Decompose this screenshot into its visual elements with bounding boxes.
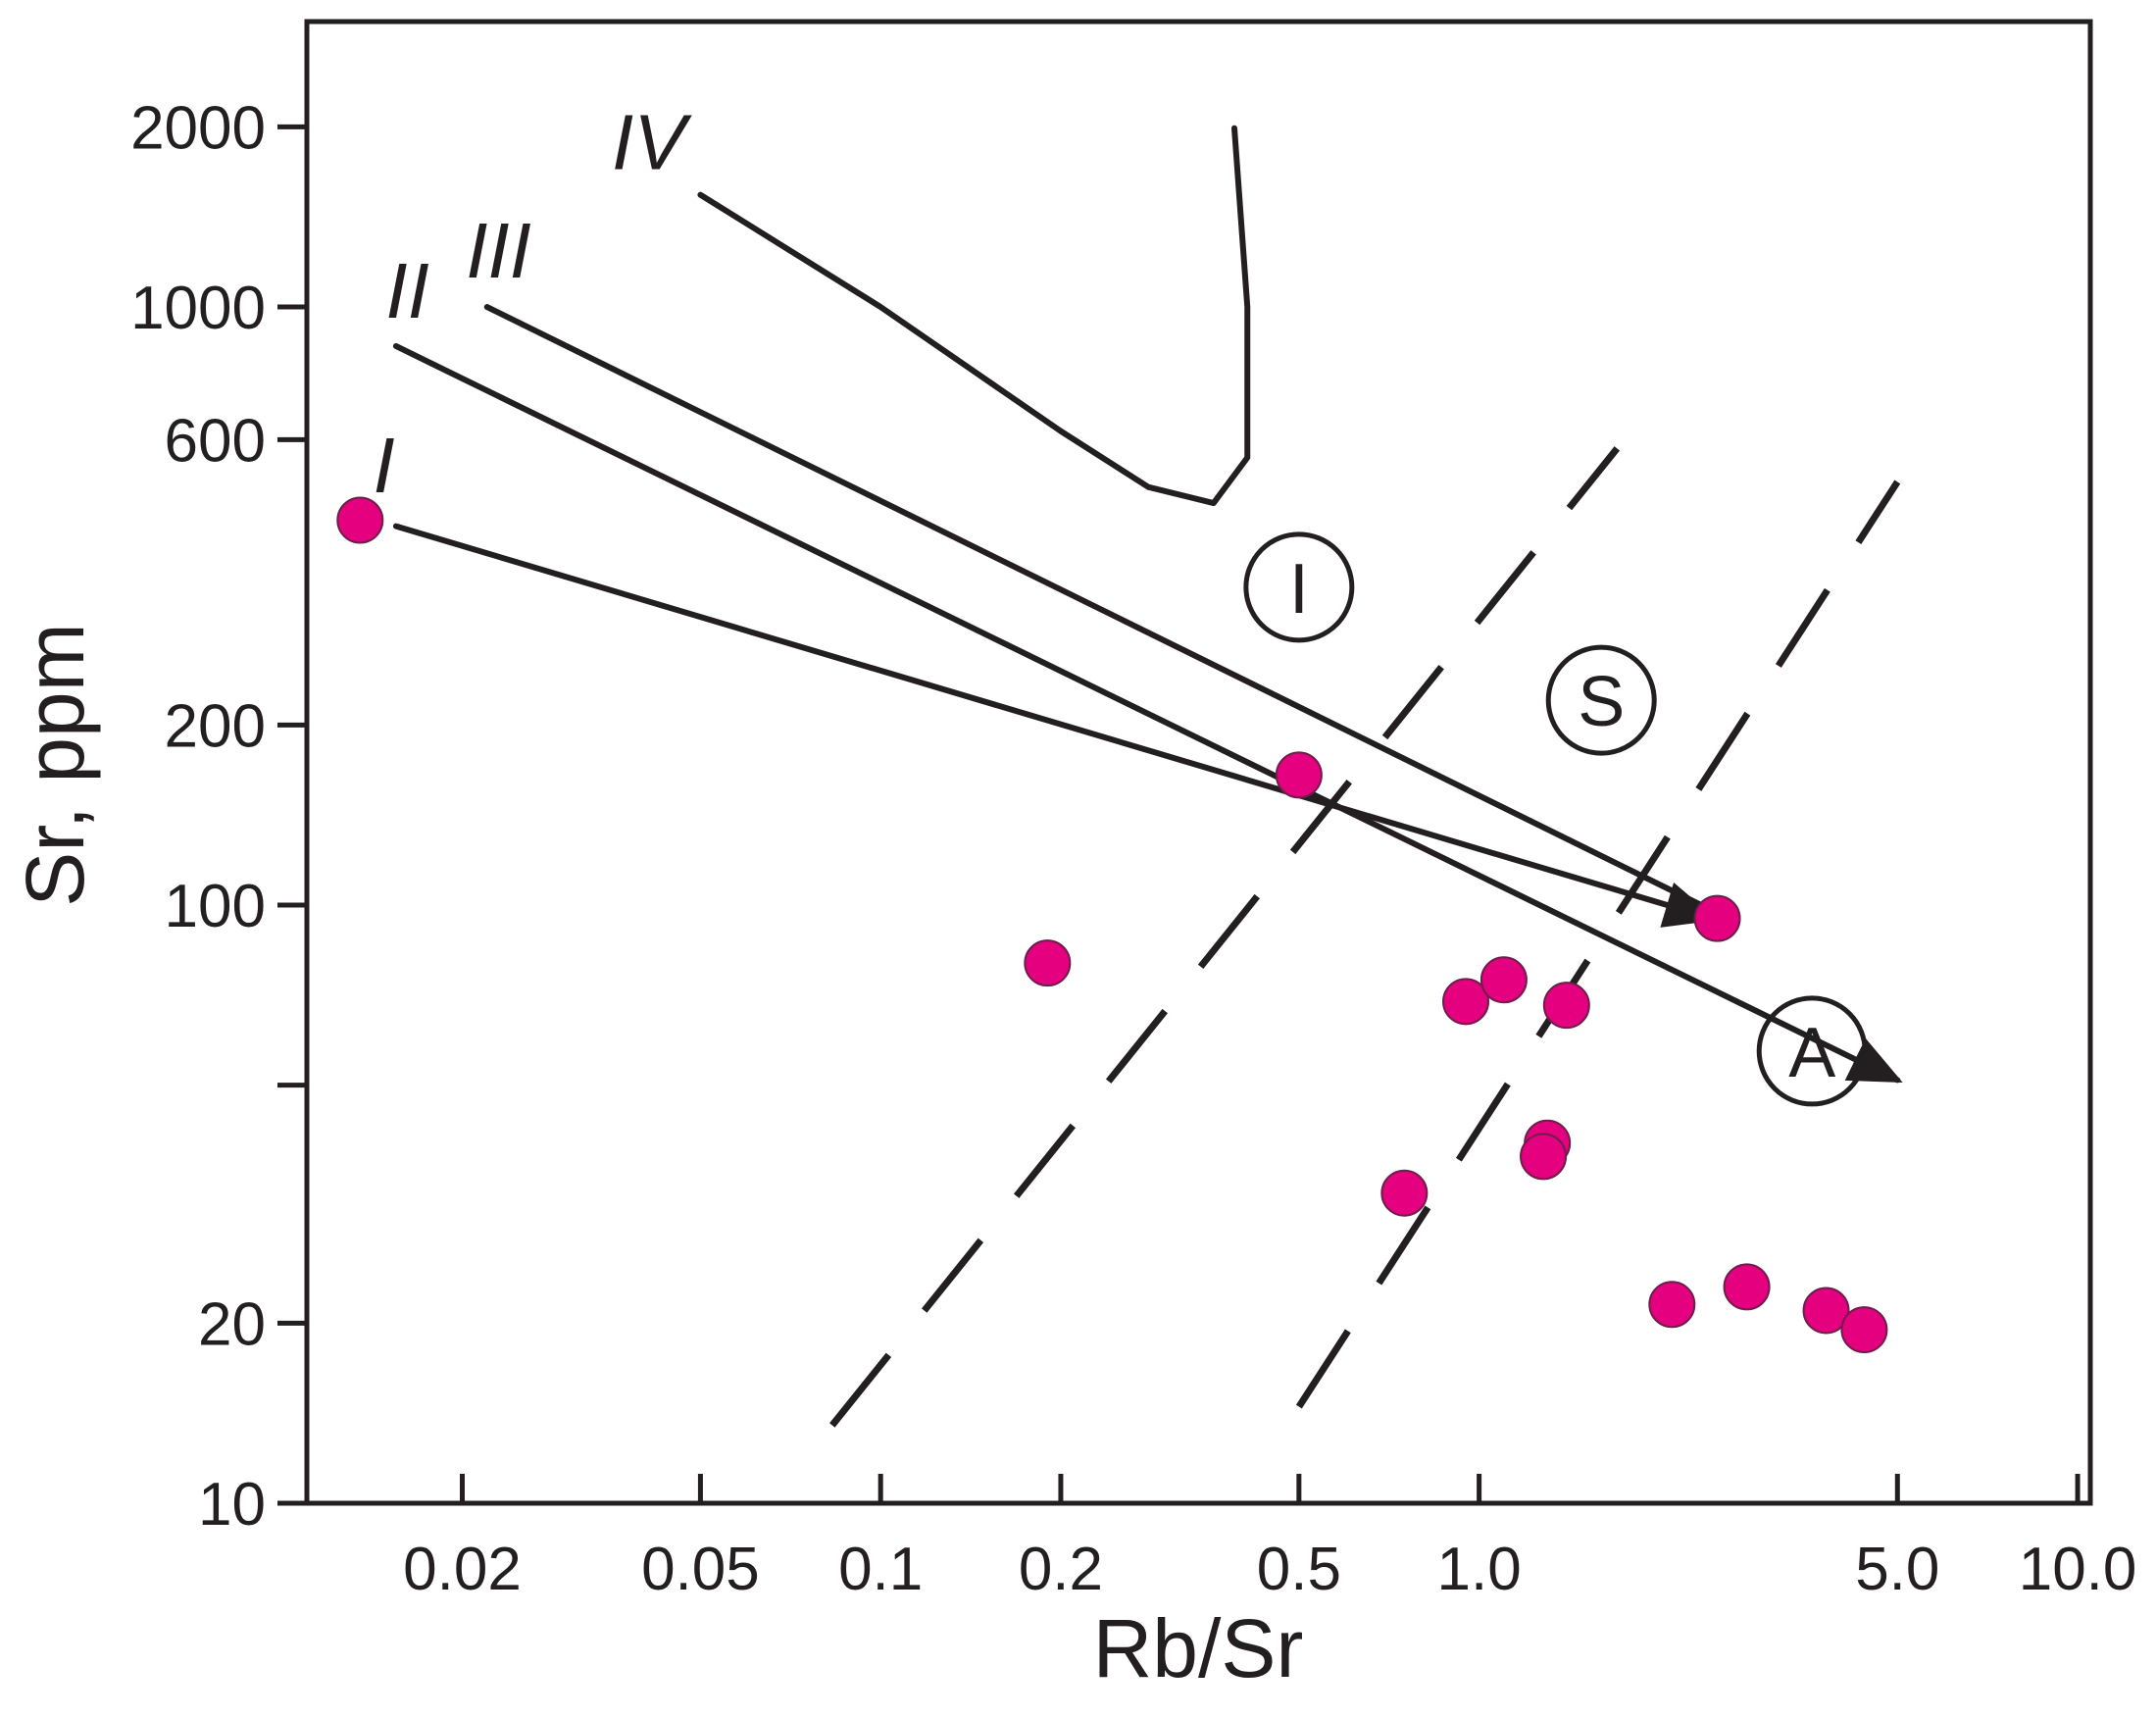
field-circle [1243, 531, 1355, 643]
field-label: A [1788, 1014, 1835, 1092]
data-point [1275, 751, 1323, 799]
x-tick-label: 10.0 [2019, 1536, 2137, 1603]
data-point [1380, 1169, 1429, 1217]
plot-frame [304, 19, 2093, 1506]
y-axis-ticks: 10 20 100 200 600 1000 2000 [130, 94, 307, 1539]
data-point [1802, 1287, 1850, 1335]
data-point [1840, 1306, 1888, 1354]
y-tick-label: 2000 [130, 94, 266, 162]
x-tick-label: 0.1 [838, 1536, 923, 1603]
x-axis-ticks: 0.02 0.05 0.1 0.2 0.5 1.0 5.0 10.0 [403, 1474, 2136, 1603]
curve-iii [483, 304, 1721, 917]
x-tick-label: 0.02 [403, 1536, 522, 1603]
y-axis-title: Sr, ppm [9, 623, 101, 906]
curve-i [392, 523, 1718, 928]
data-point [1442, 978, 1490, 1026]
curve-ii [392, 342, 1903, 1084]
x-tick-label: 1.0 [1437, 1536, 1522, 1603]
field-label: S [1578, 663, 1625, 741]
x-tick-label: 0.05 [641, 1536, 760, 1603]
y-tick-label: 20 [198, 1290, 266, 1358]
x-tick-label: 0.2 [1019, 1536, 1103, 1603]
data-point [336, 496, 384, 544]
data-point [1542, 982, 1590, 1030]
boundary-line [1295, 480, 1901, 1409]
data-point [1520, 1133, 1568, 1181]
curve-label-i: I [374, 422, 395, 509]
boundary-line [829, 446, 1621, 1428]
x-tick-label: 0.5 [1257, 1536, 1341, 1603]
field-boundaries [829, 446, 1901, 1428]
data-point [1693, 894, 1741, 942]
curve-label-iv: IV [612, 98, 692, 185]
x-axis-title: Rb/Sr [1093, 1602, 1304, 1694]
data-points [336, 496, 1888, 1354]
x-tick-label: 5.0 [1855, 1536, 1939, 1603]
field-circle [1545, 644, 1657, 756]
y-tick-label: 100 [165, 873, 266, 940]
data-point [1723, 1263, 1771, 1311]
field-circle [1756, 995, 1868, 1107]
y-tick-label: 600 [165, 407, 266, 475]
data-point [1024, 939, 1072, 987]
data-point [1479, 956, 1528, 1004]
curve-label-ii: II [385, 247, 428, 334]
curve-label-iii: III [466, 207, 531, 294]
field-label: I [1289, 550, 1309, 629]
y-tick-label: 10 [198, 1471, 266, 1539]
field-labels: I S A [1243, 531, 1868, 1107]
curve-iv [697, 125, 1251, 507]
y-tick-label: 1000 [130, 275, 266, 342]
y-tick-label: 200 [165, 692, 266, 760]
data-point [1648, 1281, 1696, 1329]
